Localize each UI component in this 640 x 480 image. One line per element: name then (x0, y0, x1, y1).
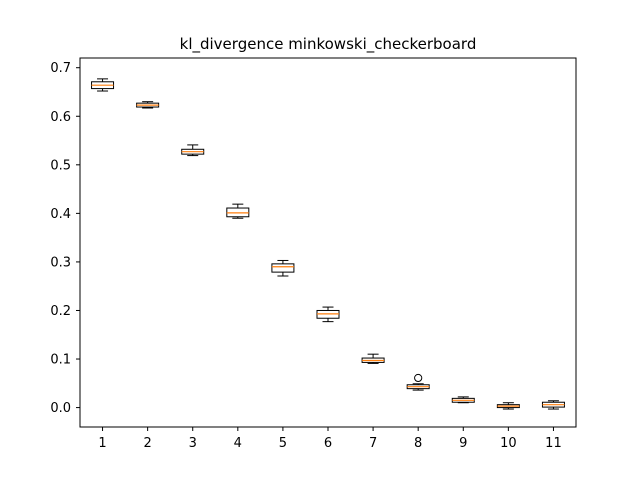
x-tick-label: 3 (189, 436, 197, 451)
box-group-7 (361, 353, 385, 364)
y-tick-label: 0.0 (50, 401, 71, 416)
x-axis: 1 2 3 4 5 6 7 8 9 10 11 (98, 427, 562, 451)
y-tick-label: 0.6 (50, 110, 71, 125)
boxes-layer (91, 78, 565, 410)
box-group-9 (451, 396, 475, 404)
x-tick-label: 8 (414, 436, 422, 451)
x-tick-label: 2 (143, 436, 151, 451)
outlier-point (414, 373, 423, 383)
y-tick-label: 0.7 (50, 61, 71, 76)
box-group-2 (136, 101, 160, 109)
y-tick-label: 0.3 (50, 255, 71, 270)
plot-frame (79, 57, 577, 428)
box-group-11 (541, 400, 565, 410)
x-tick-label: 4 (234, 436, 242, 451)
x-tick-label: 7 (369, 436, 377, 451)
x-tick-label: 6 (324, 436, 332, 451)
y-axis: 0.0 0.1 0.2 0.3 0.4 0.5 0.6 0.7 (50, 61, 80, 416)
x-tick-label: 5 (279, 436, 287, 451)
x-tick-label: 11 (545, 436, 562, 451)
y-tick-label: 0.5 (50, 158, 71, 173)
box-group-10 (496, 402, 520, 410)
x-tick-label: 9 (459, 436, 467, 451)
y-tick-label: 0.1 (50, 353, 71, 368)
box-group-1 (91, 78, 115, 92)
x-tick-label: 1 (98, 436, 106, 451)
box-group-6 (316, 306, 340, 323)
box-iqr (271, 263, 295, 273)
box-group-5 (271, 259, 295, 277)
y-tick-label: 0.4 (50, 207, 71, 222)
box-group-8 (406, 373, 430, 391)
x-tick-label: 10 (500, 436, 517, 451)
y-tick-label: 0.2 (50, 304, 71, 319)
chart-title: kl_divergence minkowski_checkerboard (180, 35, 477, 54)
box-group-4 (226, 203, 250, 219)
box-group-3 (181, 144, 205, 157)
